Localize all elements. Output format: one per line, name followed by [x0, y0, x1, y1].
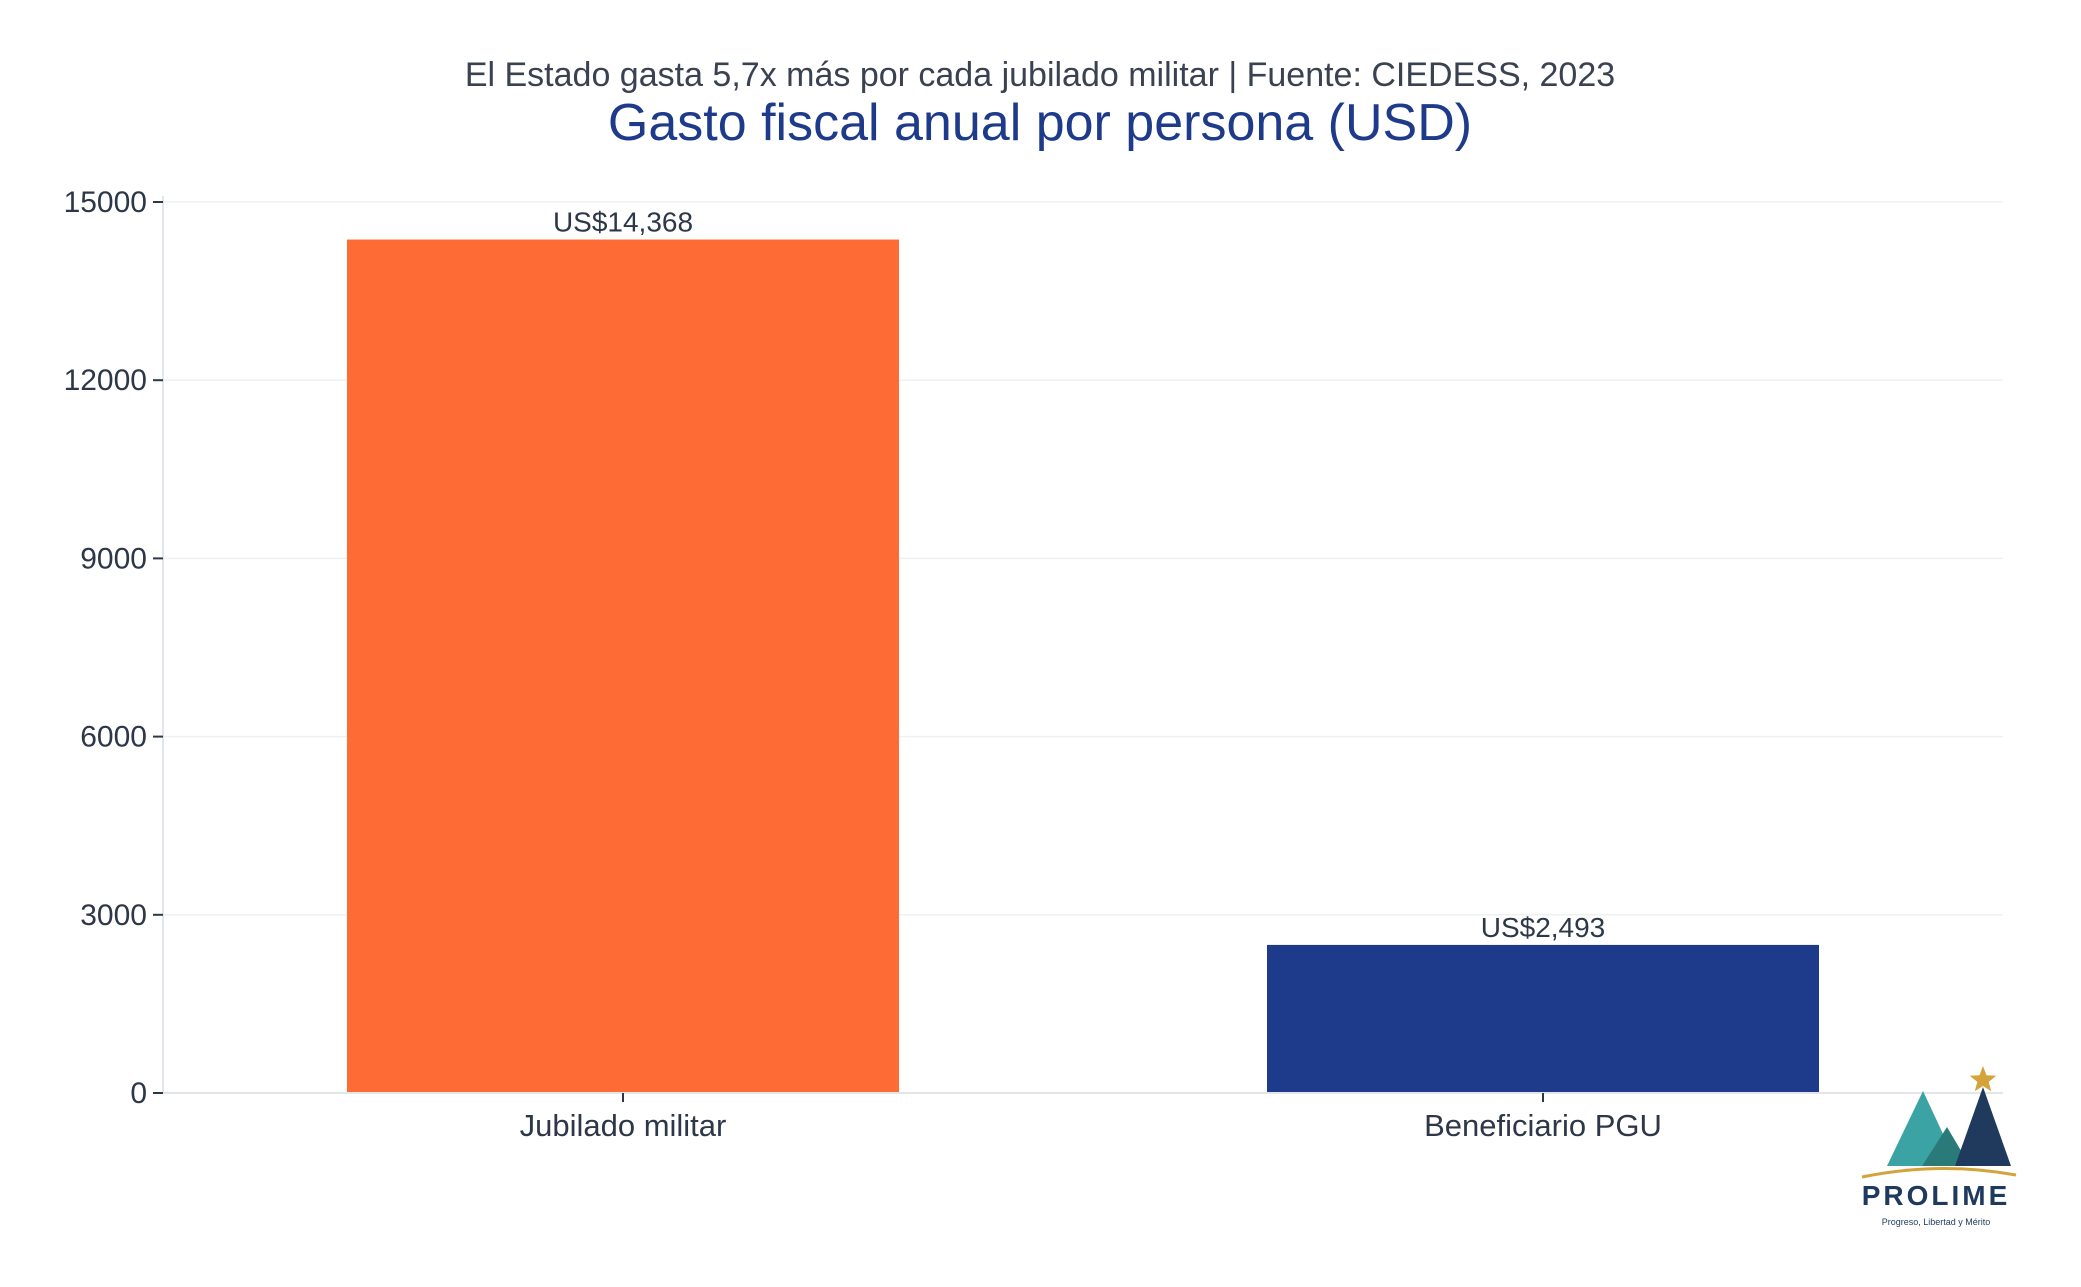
bar [347, 239, 899, 1094]
data-label: US$2,493 [1481, 912, 1606, 943]
prolime-logo: PROLIME Progreso, Libertad y Mérito [1861, 1066, 2017, 1227]
logo-swoosh [1861, 1166, 2017, 1179]
data-label: US$14,368 [553, 207, 693, 238]
logo-mountain-middle [1922, 1127, 1970, 1166]
y-tick-label: 15000 [64, 186, 147, 219]
chart-subtitle: El Estado gasta 5,7x más por cada jubila… [465, 56, 1615, 94]
y-tick-label: 6000 [80, 721, 147, 754]
y-tick-label: 0 [130, 1077, 147, 1110]
data-labels: US$14,368 US$2,493 [553, 207, 1605, 943]
y-tick-label: 12000 [64, 364, 147, 397]
logo-mountain-right [1955, 1087, 2011, 1166]
logo-tagline: Progreso, Libertad y Mérito [1882, 1217, 1991, 1227]
y-tick-label: 3000 [80, 899, 147, 932]
bar [1267, 944, 1819, 1093]
chart-title: Gasto fiscal anual por persona (USD) [608, 94, 1472, 152]
logo-star-icon [1969, 1066, 1997, 1092]
x-tick-label: Beneficiario PGU [1424, 1108, 1662, 1143]
y-tick-label: 9000 [80, 542, 147, 575]
bars [347, 239, 1819, 1094]
logo-name: PROLIME [1862, 1180, 2011, 1211]
x-axis: Jubilado militar Beneficiario PGU [163, 1092, 2003, 1143]
y-axis: 0 3000 6000 9000 12000 15000 [64, 186, 164, 1110]
x-tick-label: Jubilado militar [520, 1108, 727, 1143]
